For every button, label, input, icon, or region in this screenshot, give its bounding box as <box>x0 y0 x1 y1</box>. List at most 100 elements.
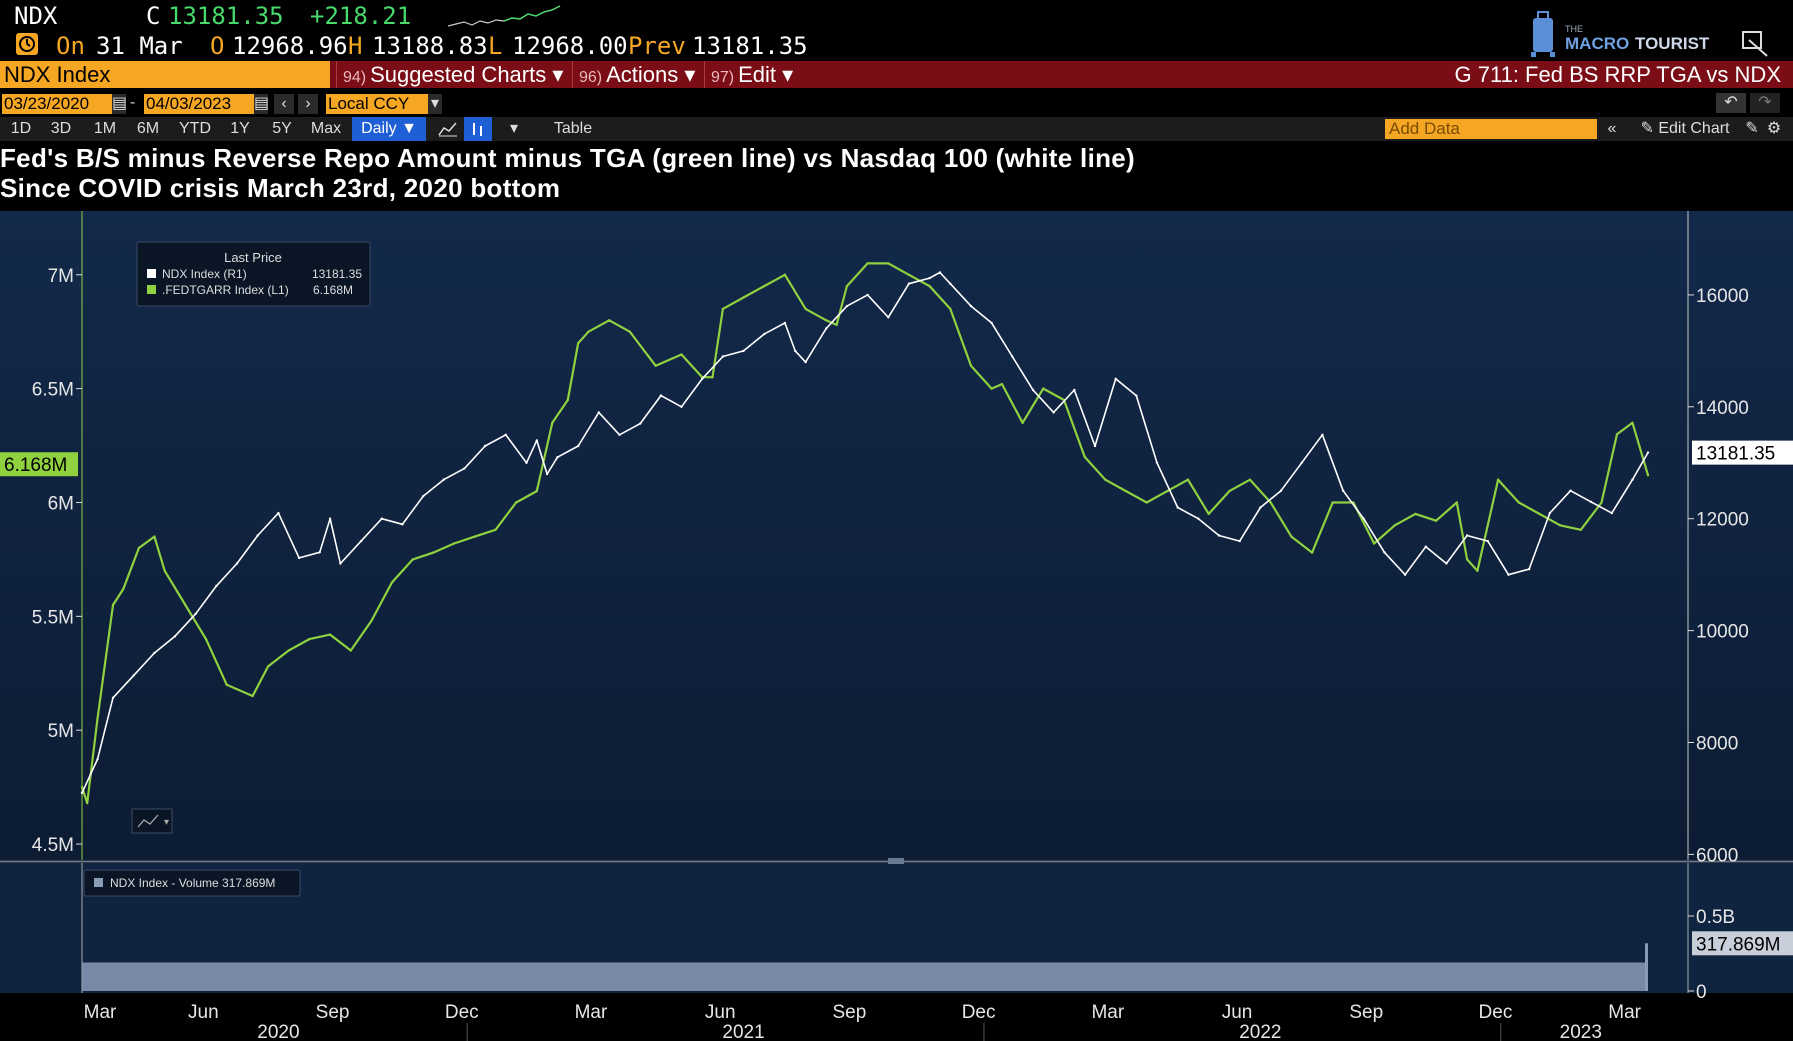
legend-label-fed: .FEDTGARR Index (L1) <box>162 283 289 297</box>
data-point <box>122 587 125 591</box>
table-button[interactable]: Table <box>553 120 593 137</box>
date-range-bar: 03/23/2020 ▤ - 04/03/2023 ▤ ‹ › Local CC… <box>0 92 1793 116</box>
last-value-labels: 6.168M 13181.35 317.869M <box>0 440 1793 956</box>
data-point <box>173 635 177 638</box>
data-point <box>1476 569 1479 572</box>
data-point <box>763 332 766 336</box>
x-month-label: Mar <box>84 1002 117 1023</box>
data-point <box>111 603 115 607</box>
security-field[interactable]: NDX Index <box>0 61 330 88</box>
range-1m[interactable]: 1M <box>93 120 117 137</box>
data-point <box>1579 528 1583 531</box>
line-chart-icon[interactable] <box>434 117 462 141</box>
data-point <box>1310 551 1314 554</box>
edit-menu[interactable]: 97) Edit ▾ <box>704 61 799 88</box>
range-bar: 1D 3D 1M 6M YTD 1Y 5Y Max Daily ▼ ▾ Tabl… <box>0 117 1793 141</box>
edit-icon[interactable]: ✎ <box>1745 120 1759 137</box>
x-month-label: Jun <box>705 1002 736 1023</box>
range-5y[interactable]: 5Y <box>272 120 292 137</box>
prev-label: Prev <box>628 32 686 60</box>
start-date-input[interactable]: 03/23/2020 <box>2 94 112 114</box>
previous-period-icon[interactable]: ‹ <box>274 94 294 114</box>
data-point <box>928 284 931 288</box>
data-point <box>1486 539 1490 543</box>
data-point <box>1496 478 1500 481</box>
data-point <box>721 355 725 358</box>
ticker[interactable]: NDX <box>14 2 58 30</box>
data-point <box>845 304 849 308</box>
data-point <box>111 696 115 699</box>
left-tick-label: 6M <box>48 493 74 514</box>
undo-icon[interactable]: ↶ <box>1716 93 1746 113</box>
date-separator: - <box>130 94 136 111</box>
chevron-down-icon[interactable]: ▾ <box>509 120 519 137</box>
data-point <box>318 551 321 554</box>
volume-legend[interactable]: NDX Index - Volume 317.869M <box>83 869 301 897</box>
range-1y[interactable]: 1Y <box>230 120 250 137</box>
data-point <box>80 785 84 789</box>
pencil-icon: ✎ <box>1640 120 1659 137</box>
chart-type-button[interactable]: ▾ <box>131 808 173 834</box>
data-point <box>835 323 838 327</box>
data-point <box>1517 501 1521 504</box>
volume-axis-ticks: 0 0.5B <box>1688 907 1735 1003</box>
data-point <box>1558 524 1562 527</box>
end-date-input[interactable]: 04/03/2023 <box>144 94 254 114</box>
legend-swatch-ndx <box>147 269 156 278</box>
settings-icon[interactable]: ⚙ <box>1766 120 1782 137</box>
calendar-icon[interactable]: ▤ <box>254 94 270 114</box>
redo-icon[interactable]: ↷ <box>1750 93 1780 113</box>
data-point <box>1228 489 1231 493</box>
right-tick-label: 14000 <box>1696 398 1749 419</box>
prev-value: 13181.35 <box>692 32 808 60</box>
data-point <box>1434 519 1438 522</box>
range-max[interactable]: Max <box>310 120 342 137</box>
data-point <box>1186 478 1190 481</box>
data-point <box>680 353 683 356</box>
svg-text:▾: ▾ <box>164 817 169 828</box>
data-point <box>1610 511 1614 515</box>
data-point <box>608 319 611 322</box>
data-point <box>153 535 156 538</box>
data-point <box>711 376 714 379</box>
data-point <box>1631 421 1634 424</box>
range-3d[interactable]: 3D <box>50 120 72 137</box>
x-month-label: Jun <box>188 1002 219 1023</box>
chart-subtitle: Since COVID crisis March 23rd, 2020 bott… <box>0 173 561 203</box>
range-1d[interactable]: 1D <box>10 120 32 137</box>
pane-resize-handle[interactable] <box>888 858 904 864</box>
range-ytd[interactable]: YTD <box>179 120 211 137</box>
currency-select[interactable]: Local CCY <box>326 94 430 114</box>
add-data-input[interactable]: Add Data <box>1385 119 1597 139</box>
x-month-label: Mar <box>1608 1002 1641 1023</box>
main-plot-area <box>0 211 1793 860</box>
data-point <box>825 319 828 322</box>
menu-number: 96) <box>579 69 603 86</box>
data-point <box>184 603 187 607</box>
close-value: 13181.35 <box>168 2 284 30</box>
data-point <box>1600 501 1603 504</box>
next-period-icon[interactable]: › <box>298 94 318 114</box>
data-point <box>251 694 254 698</box>
edit-chart-button[interactable]: ✎ Edit Chart <box>1628 117 1742 141</box>
suggested-charts-menu[interactable]: 94) Suggested Charts ▾ <box>336 61 569 88</box>
chevron-down-icon[interactable]: ▾ <box>428 94 442 114</box>
calendar-icon[interactable]: ▤ <box>112 94 128 114</box>
frequency-select[interactable]: Daily ▼ <box>352 117 426 141</box>
data-point <box>1527 567 1531 571</box>
data-point <box>597 411 600 414</box>
data-point <box>721 307 725 311</box>
right-tick-label: 6000 <box>1696 845 1738 866</box>
bar-chart-icon[interactable] <box>464 117 492 141</box>
data-point <box>866 262 869 265</box>
data-point <box>969 304 973 308</box>
x-month-label: Sep <box>316 1002 350 1023</box>
data-point <box>1011 355 1014 358</box>
range-6m[interactable]: 6M <box>136 120 160 137</box>
legend[interactable]: Last Price NDX Index (R1) 13181.35 .FEDT… <box>136 241 371 307</box>
data-point <box>907 273 911 276</box>
right-tick-label: 16000 <box>1696 286 1749 307</box>
data-point <box>349 649 352 652</box>
actions-menu[interactable]: 96) Actions ▾ <box>572 61 701 88</box>
collapse-icon[interactable]: « <box>1607 120 1617 137</box>
